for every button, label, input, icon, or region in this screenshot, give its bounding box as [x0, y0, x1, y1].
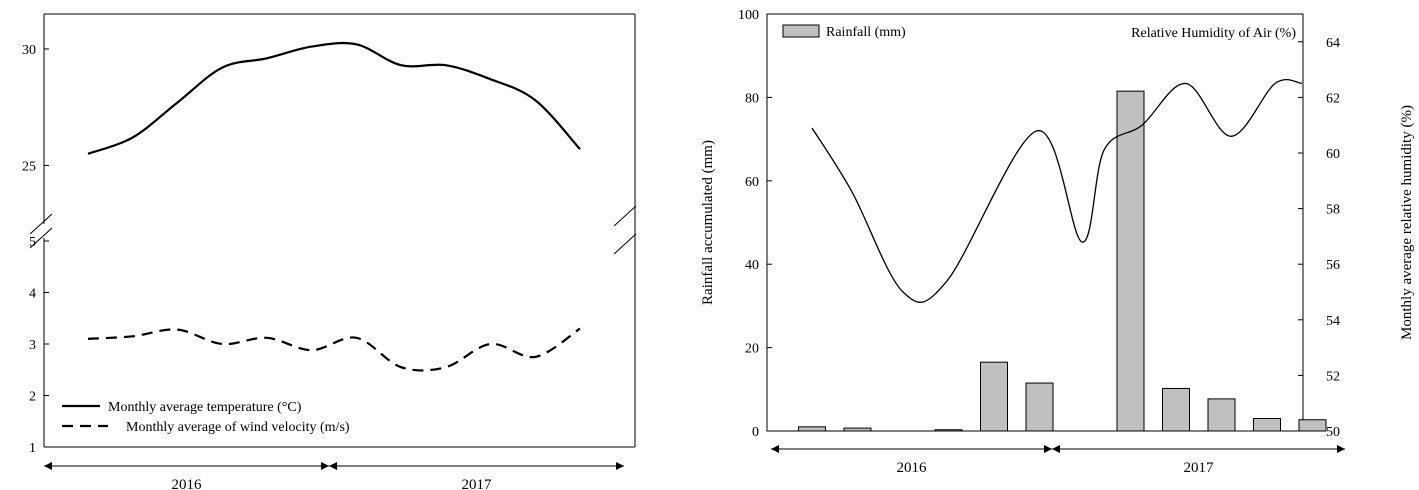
- legend-label-wind: Monthly average of wind velocity (m/s): [126, 420, 350, 435]
- axis-break-mark-right: [613, 205, 637, 227]
- legend-label-rainfall: Rainfall (mm): [826, 25, 906, 40]
- y-tick-label: 40: [745, 258, 759, 273]
- rainfall-bar: [1207, 398, 1236, 432]
- period-arrowhead: [321, 462, 329, 470]
- rainfall-bar: [843, 427, 872, 432]
- period-arrowhead: [616, 462, 624, 470]
- y-tick-label: 20: [745, 342, 759, 357]
- axis-break-mark-right: [613, 233, 637, 255]
- temperature-wind-chart: 25 30 1 2 3 4 5 Monthly average temperature (°C…: [22, 13, 637, 490]
- plot-frame: [766, 13, 1304, 432]
- y-axis-label: Rainfall accumulated (mm): [700, 140, 716, 305]
- period-arrowhead: [771, 445, 779, 453]
- period-label: 2017: [462, 477, 493, 490]
- temperature-line: [87, 41, 581, 155]
- y2-tick-label: 64: [1326, 36, 1340, 51]
- y2-tick-label: 50: [1326, 425, 1340, 440]
- y-tick-label: 30: [22, 43, 36, 58]
- y2-axis-label: Monthly average relative humidity (%): [1399, 105, 1415, 340]
- y2-tick-label: 58: [1326, 203, 1340, 218]
- humidity-line: [811, 78, 1303, 303]
- y-tick-label: 80: [745, 91, 759, 106]
- axis-break-mark-left: [29, 213, 53, 235]
- axis-break-mark-left: [29, 227, 53, 249]
- y-tick-label: 4: [29, 287, 36, 302]
- y-tick-label: 100: [738, 8, 759, 23]
- period-arrowhead: [1044, 445, 1052, 453]
- legend-swatch-rainfall: [782, 24, 820, 38]
- y-tick-label: 25: [22, 159, 36, 174]
- y-tick-label: 1: [29, 441, 36, 456]
- rainfall-bar: [934, 429, 963, 432]
- y2-tick-label: 54: [1326, 314, 1340, 329]
- period-arrowhead: [44, 462, 52, 470]
- y-tick-label: 0: [752, 425, 759, 440]
- y2-tick-label: 60: [1326, 147, 1340, 162]
- wind-velocity-line: [87, 327, 581, 372]
- y-tick-label: 5: [29, 235, 36, 250]
- y2-tick-label: 62: [1326, 91, 1340, 106]
- rainfall-bar: [1253, 417, 1281, 432]
- period-label: 2016: [172, 477, 203, 490]
- period-arrowhead: [1337, 445, 1345, 453]
- rainfall-bar: [1116, 90, 1145, 432]
- legend-label-humidity: Relative Humidity of Air (%): [1131, 26, 1296, 41]
- period-label: 2017: [1184, 460, 1215, 476]
- legend-label-temperature: Monthly average temperature (°C): [108, 400, 302, 415]
- rainfall-bar: [1025, 382, 1054, 432]
- period-arrowhead: [329, 462, 337, 470]
- y2-tick-label: 52: [1326, 369, 1340, 384]
- rainfall-bar: [980, 361, 1008, 432]
- period-arrowhead: [1052, 445, 1060, 453]
- y-tick-label: 2: [29, 390, 36, 405]
- y2-tick-label: 56: [1326, 258, 1340, 273]
- period-label: 2016: [897, 460, 928, 476]
- y-tick-label: 60: [745, 175, 759, 190]
- rainfall-bar: [1298, 419, 1327, 432]
- rainfall-humidity-chart: 0 20 40 60 80 100 50 52 54 56 58 60 62 64 Rainfall acc…: [700, 8, 1415, 476]
- y-tick-label: 3: [29, 338, 36, 353]
- rainfall-bar: [1162, 387, 1190, 432]
- rainfall-bar: [798, 426, 826, 432]
